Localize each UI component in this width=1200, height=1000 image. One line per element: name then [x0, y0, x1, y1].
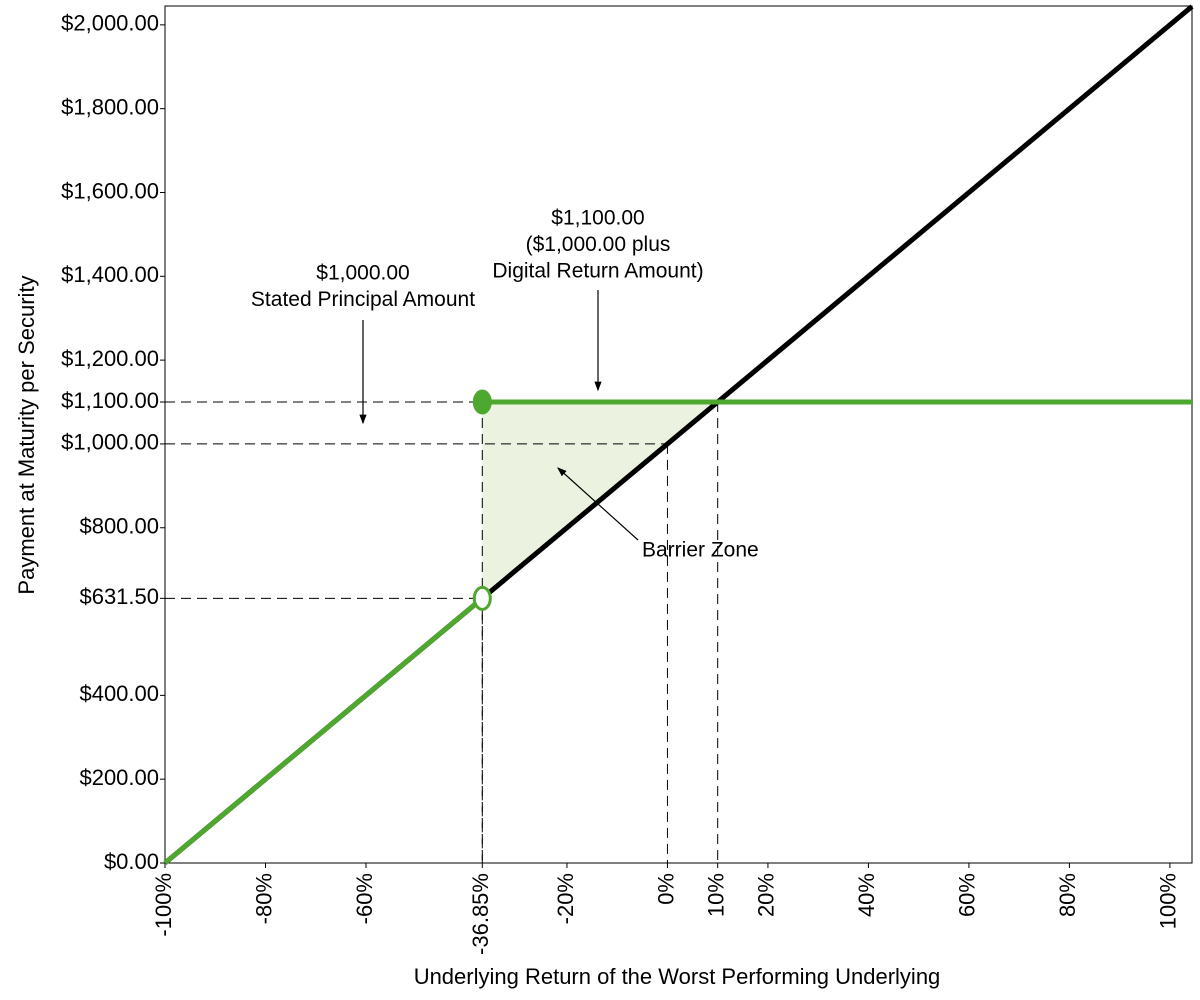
y-tick-label: $800.00: [79, 514, 159, 539]
y-tick-label: $2,000.00: [61, 11, 159, 36]
open-marker: [472, 585, 492, 611]
filled-marker: [472, 389, 492, 415]
y-tick-label: $1,200.00: [61, 346, 159, 371]
x-tick-label: 60%: [955, 873, 980, 917]
annotation-text: Stated Principal Amount: [251, 288, 475, 311]
y-tick-label: $631.50: [79, 584, 159, 609]
x-tick-label: -100%: [151, 873, 176, 937]
x-tick-label: 20%: [754, 873, 779, 917]
x-axis-label: Underlying Return of the Worst Performin…: [414, 964, 941, 989]
y-tick-label: $1,600.00: [61, 178, 159, 203]
annotation-text: Barrier Zone: [642, 539, 759, 562]
x-tick-label: 40%: [854, 873, 879, 917]
x-tick-label: 10%: [704, 873, 729, 917]
x-tick-label: -60%: [352, 873, 377, 924]
y-tick-label: $1,800.00: [61, 94, 159, 119]
annotation-arrow: [557, 467, 639, 541]
x-tick-label: 80%: [1055, 873, 1080, 917]
annotation-text: $1,100.00: [551, 207, 644, 230]
annotation-text: $1,000.00: [316, 262, 409, 285]
y-tick-label: $1,000.00: [61, 430, 159, 455]
x-tick-label: -36.85%: [468, 873, 493, 955]
annotation-text: Digital Return Amount): [492, 260, 703, 283]
y-tick-label: $400.00: [79, 681, 159, 706]
plot-frame: [164, 5, 1193, 864]
y-axis-label: Payment at Maturity per Security: [14, 275, 39, 594]
x-tick-label: 0%: [653, 873, 678, 905]
series-line: [163, 596, 484, 865]
x-tick-label: -80%: [251, 873, 276, 924]
y-tick-label: $0.00: [104, 849, 159, 874]
y-tick-label: $1,400.00: [61, 262, 159, 287]
y-tick-label: $200.00: [79, 765, 159, 790]
x-tick-label: 100%: [1156, 873, 1181, 929]
x-tick-label: -20%: [553, 873, 578, 924]
annotation-text: ($1,000.00 plus: [526, 233, 671, 256]
y-tick-label: $1,100.00: [61, 388, 159, 413]
